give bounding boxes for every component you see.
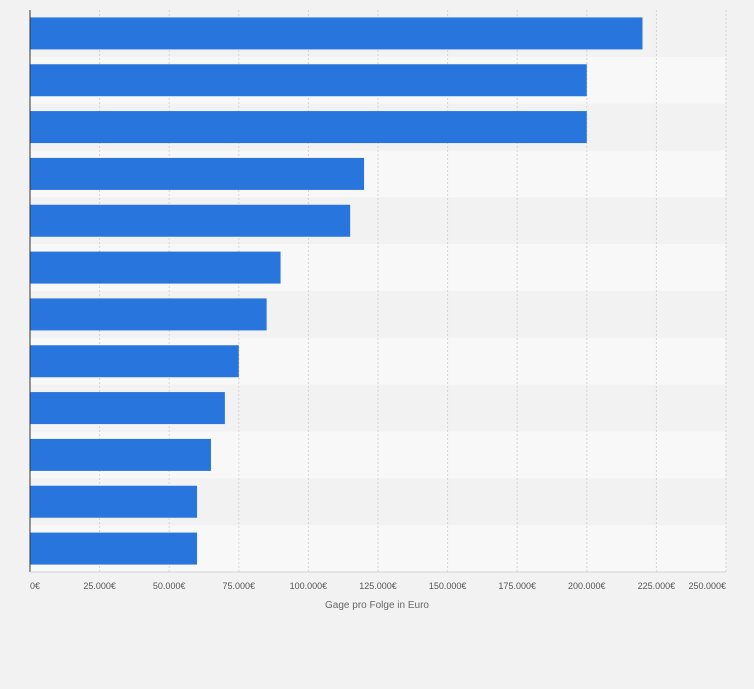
bar [30,392,225,425]
bar [30,204,351,237]
x-tick-label: 225.000€ [638,581,676,591]
bar [30,532,198,565]
x-tick-label: 125.000€ [359,581,397,591]
bar [30,17,643,50]
x-axis-title: Gage pro Folge in Euro [325,600,429,611]
bar [30,111,587,144]
x-tick-label: 75.000€ [223,581,256,591]
bar [30,485,198,518]
x-tick-label: 0€ [30,581,40,591]
x-tick-labels: 0€ 25.000€ 50.000€ 75.000€ 100.000€ 125.000€ 1… [30,581,726,591]
x-tick-label: 100.000€ [290,581,328,591]
x-tick-label: 200.000€ [568,581,606,591]
x-tick-label: 50.000€ [153,581,186,591]
axes [29,10,726,573]
bar [30,438,211,471]
bars [30,17,643,565]
x-tick-label: 175.000€ [498,581,536,591]
bar [30,251,281,284]
bar [30,345,239,378]
bar [30,298,267,331]
x-tick-label: 250.000€ [688,581,726,591]
x-tick-label: 25.000€ [83,581,116,591]
bar [30,64,587,97]
bar [30,157,365,190]
gridlines [99,10,727,572]
x-tick-label: 150.000€ [429,581,467,591]
